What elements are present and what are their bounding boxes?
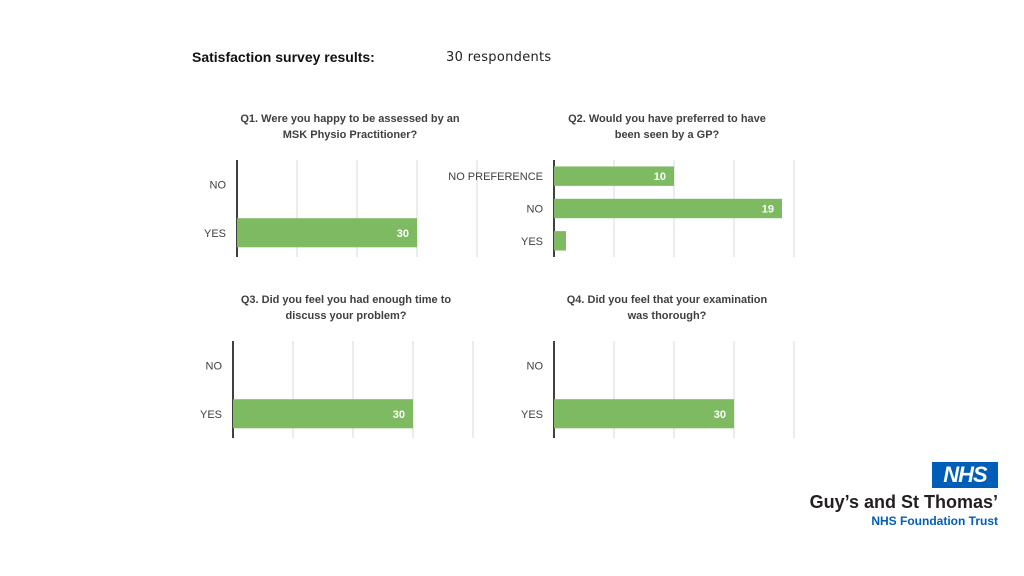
- data-label: 30: [393, 409, 405, 421]
- chart-plot: NO YES 30: [521, 341, 795, 438]
- data-label: 30: [397, 228, 409, 240]
- data-label: 30: [714, 409, 726, 421]
- category-label: NO: [527, 204, 544, 216]
- chart-title-line-2: been seen by a GP?: [614, 129, 720, 141]
- category-label: NO: [210, 179, 227, 191]
- category-label: YES: [200, 409, 222, 421]
- chart-title: Q1. Were you happy to be assessed by an …: [200, 111, 500, 143]
- bar: [554, 399, 734, 429]
- category-label: YES: [204, 228, 226, 240]
- chart-title: Q4. Did you feel that your examination w…: [517, 292, 817, 324]
- chart-title: Q3. Did you feel you had enough time to …: [196, 292, 496, 324]
- nhs-logo: NHS: [932, 462, 998, 488]
- chart-title-line-2: MSK Physio Practitioner?: [282, 129, 418, 141]
- category-label: NO PREFERENCE: [448, 171, 543, 183]
- trust-name: Guy’s and St Thomas’: [809, 492, 998, 512]
- chart-plot: NO PREFERENCE 10 NO 19 YES: [448, 160, 795, 257]
- category-label: YES: [521, 236, 543, 248]
- category-label: NO: [527, 360, 544, 372]
- chart-title-line-1: Q3. Did you feel you had enough time to: [240, 294, 452, 306]
- bar: [554, 166, 674, 186]
- bar: [554, 198, 782, 219]
- chart-plot: NO YES 30: [200, 341, 474, 438]
- chart-title-line-1: Q2. Would you have preferred to have: [568, 113, 766, 125]
- chart-q2: Q2. Would you have preferred to have bee…: [448, 111, 817, 281]
- chart-q4: Q4. Did you feel that your examination w…: [517, 292, 817, 462]
- chart-plot: NO YES 30: [204, 160, 478, 257]
- bar: [233, 399, 413, 429]
- category-label: NO: [206, 360, 223, 372]
- header-title: Satisfaction survey results:: [192, 49, 375, 65]
- chart-title: Q2. Would you have preferred to have bee…: [517, 111, 817, 143]
- bar: [554, 231, 566, 251]
- chart-title-line-1: Q4. Did you feel that your examination: [566, 294, 768, 306]
- chart-title-line-2: discuss your problem?: [285, 310, 407, 322]
- chart-title-line-1: Q1. Were you happy to be assessed by an: [240, 113, 460, 125]
- category-label: YES: [521, 409, 543, 421]
- data-label: 10: [654, 171, 666, 183]
- data-label: 19: [762, 204, 774, 216]
- chart-title-line-2: was thorough?: [627, 310, 707, 322]
- chart-q3: Q3. Did you feel you had enough time to …: [196, 292, 496, 462]
- chart-q1: Q1. Were you happy to be assessed by an …: [200, 111, 500, 281]
- trust-subtitle: NHS Foundation Trust: [871, 514, 998, 528]
- header-respondents: 30 respondents: [446, 50, 552, 65]
- bar: [237, 218, 417, 248]
